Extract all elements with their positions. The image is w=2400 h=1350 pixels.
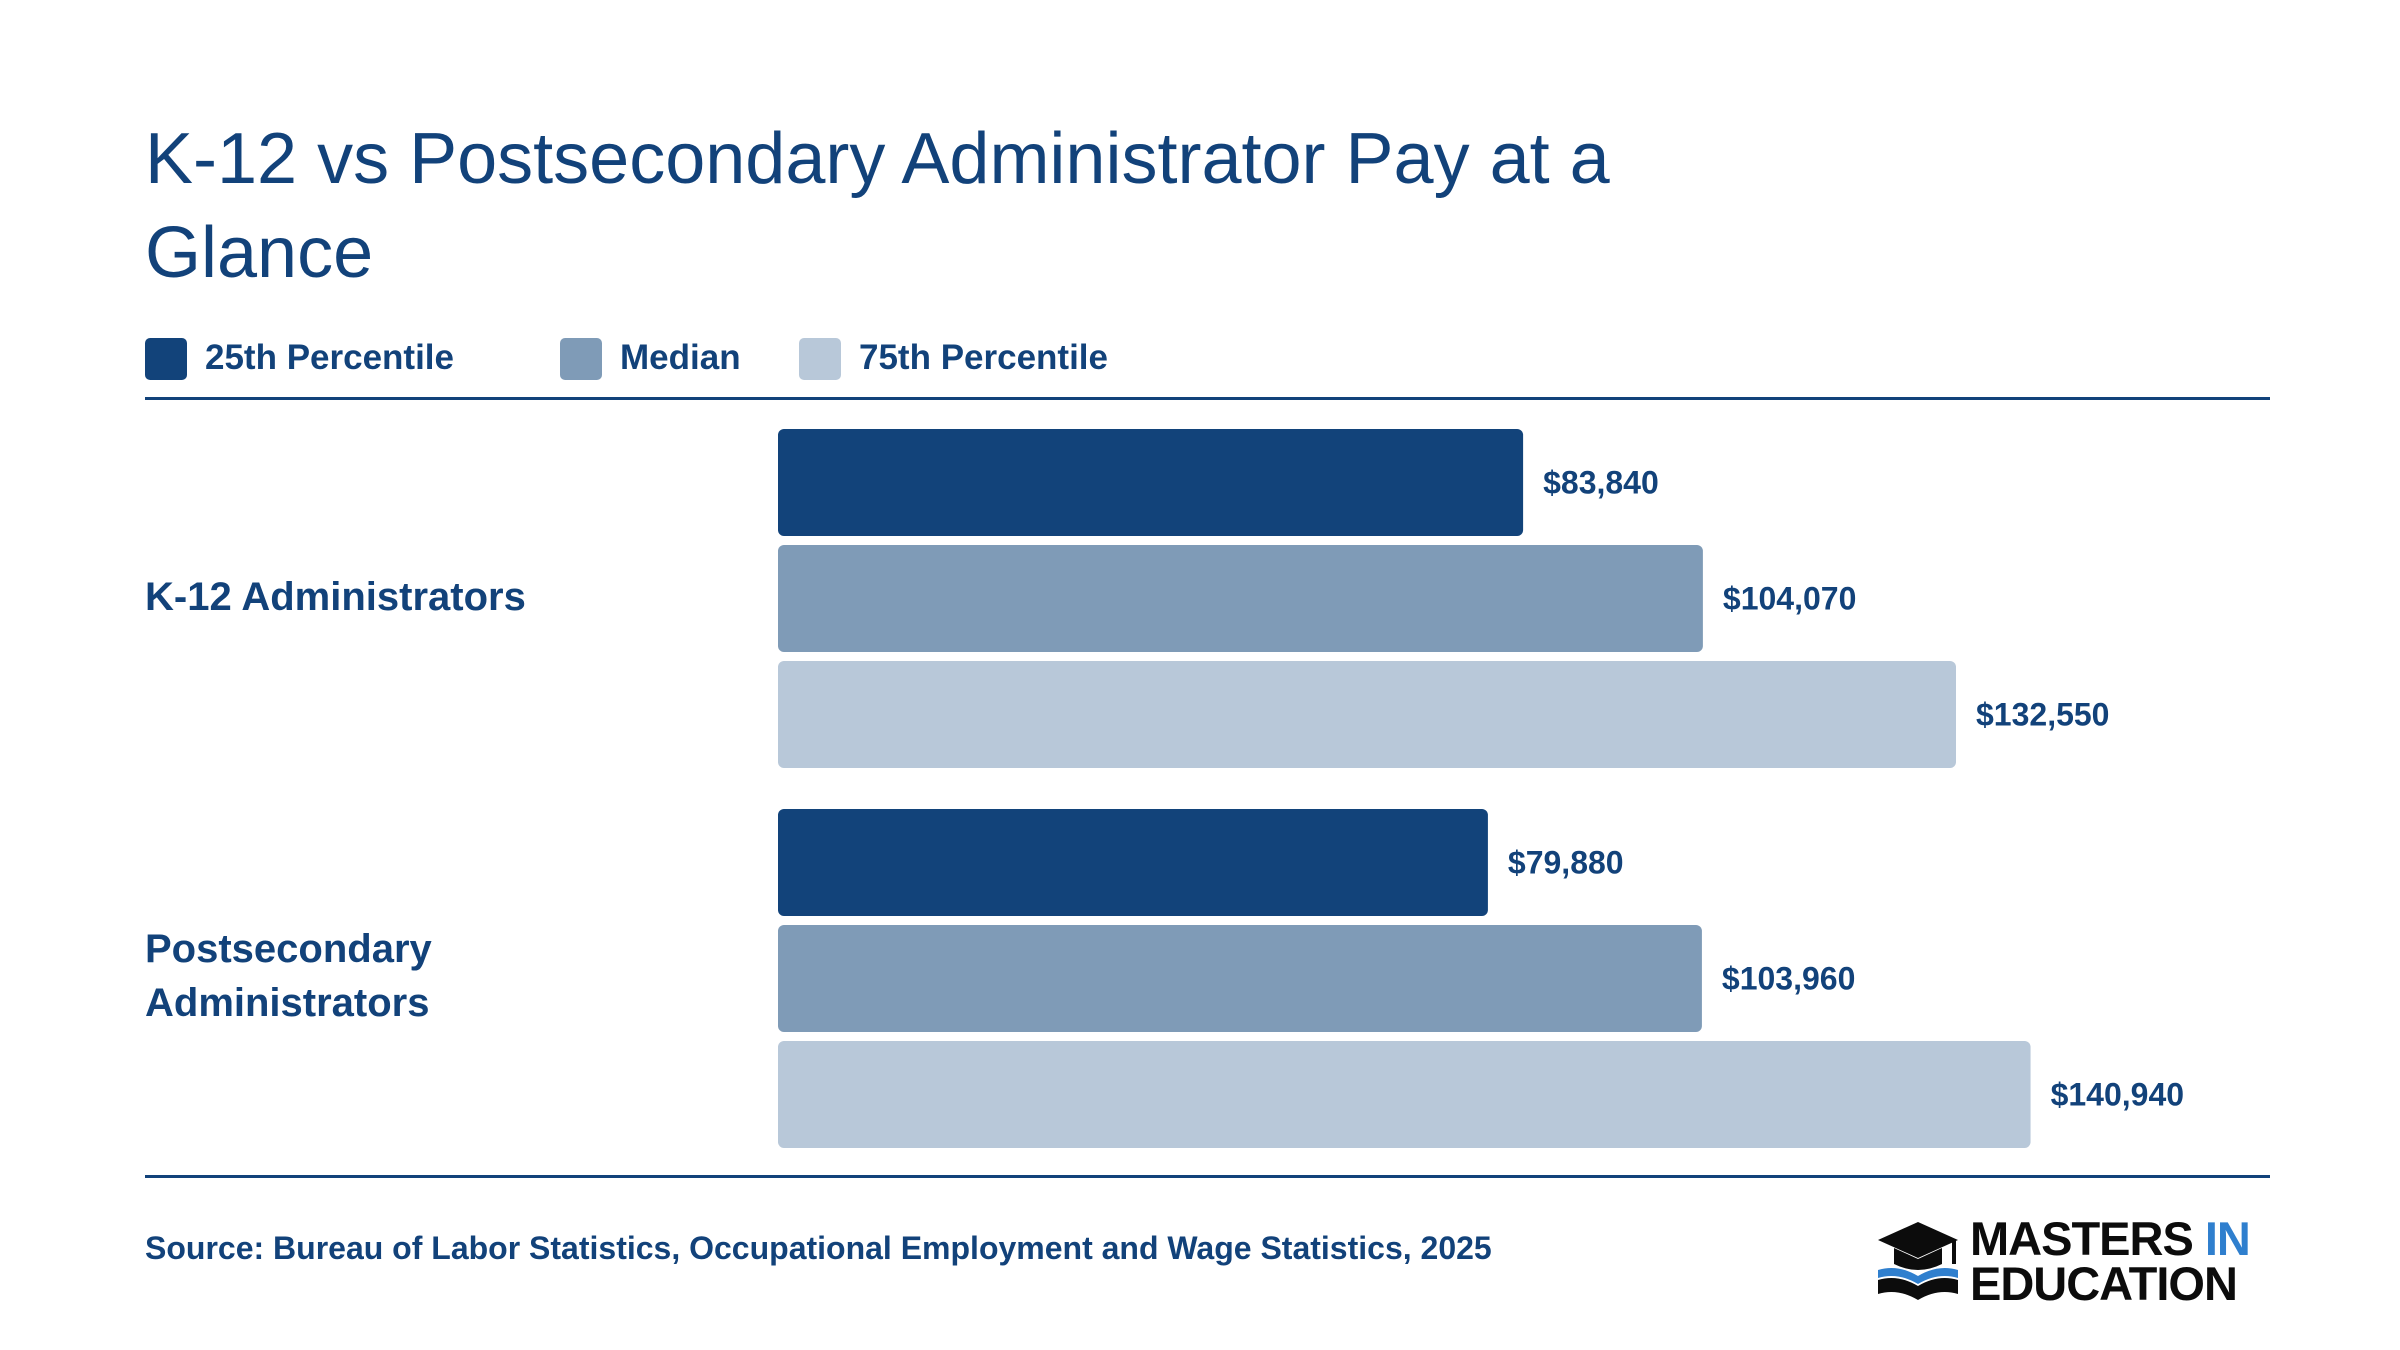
legend-label-median: Median xyxy=(620,338,741,377)
chart-title: K-12 vs Postsecondary Administrator Pay … xyxy=(145,119,1610,293)
bottom-divider xyxy=(145,1175,2270,1178)
source-note: Source: Bureau of Labor Statistics, Occu… xyxy=(145,1230,1492,1266)
bar-k12-75th xyxy=(778,661,1956,768)
logo-word-in: IN xyxy=(2204,1212,2251,1265)
value-label-postsecondary-median: $103,960 xyxy=(1722,961,1855,997)
logo-word-masters: MASTERS xyxy=(1970,1212,2194,1265)
brand-logo: MASTERS IN EDUCATION xyxy=(1872,1214,2272,1310)
legend-label-75th-percentile: 75th Percentile xyxy=(859,338,1108,377)
value-label-k12-median: $104,070 xyxy=(1723,581,1856,617)
bar-postsecondary-75th xyxy=(778,1041,2031,1148)
bar-k12-25th xyxy=(778,429,1524,536)
bar-postsecondary-median xyxy=(778,925,1702,1032)
logo-word-education: EDUCATION xyxy=(1970,1257,2238,1310)
value-label-k12-25th: $83,840 xyxy=(1543,465,1659,501)
category-label-k12: K-12 Administrators xyxy=(145,575,526,619)
logo-wordmark: MASTERS IN EDUCATION xyxy=(1970,1215,2251,1307)
bar-postsecondary-25th xyxy=(778,809,1488,916)
value-label-k12-75th: $132,550 xyxy=(1976,697,2109,733)
top-divider xyxy=(145,397,2270,400)
legend-swatch-75th-percentile xyxy=(799,338,841,380)
value-label-postsecondary-25th: $79,880 xyxy=(1508,845,1624,881)
legend-swatch-25th-percentile xyxy=(145,338,187,380)
legend-swatch-median xyxy=(560,338,602,380)
graduation-cap-book-icon xyxy=(1878,1222,1958,1300)
legend-label-25th-percentile: 25th Percentile xyxy=(205,338,454,377)
value-label-postsecondary-75th: $140,940 xyxy=(2051,1077,2184,1113)
bar-k12-median xyxy=(778,545,1703,652)
category-label-postsecondary: Postsecondary Administrators xyxy=(145,927,432,1025)
